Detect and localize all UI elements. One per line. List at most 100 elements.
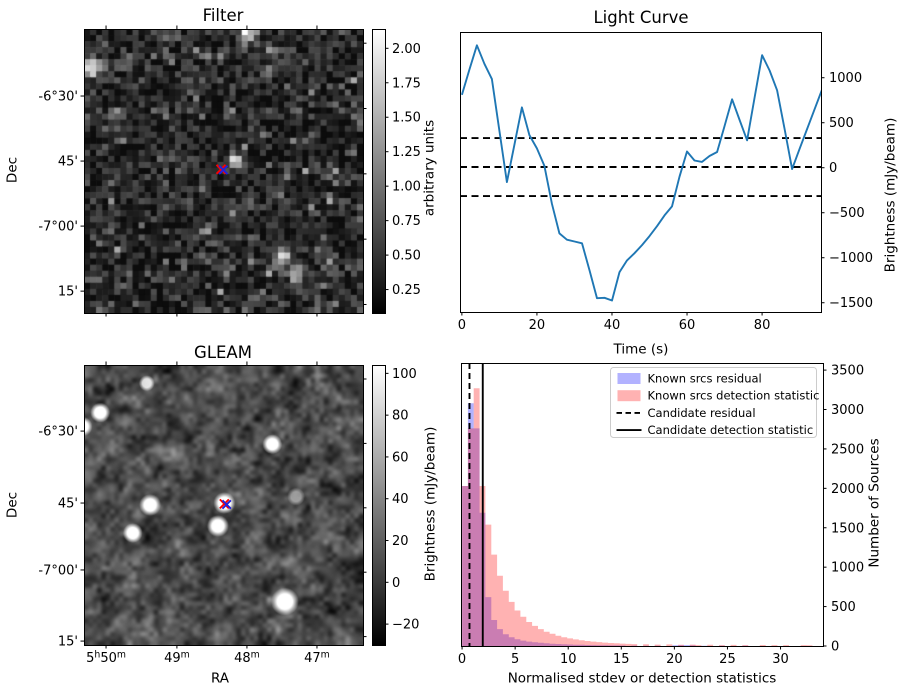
lightcurve-xtick-label: 20 xyxy=(529,318,546,333)
gleam-colorbar-tick-label: 100 xyxy=(392,367,417,382)
hist-ytick-label: 2500 xyxy=(831,442,864,457)
red-x-marker-icon xyxy=(219,498,230,510)
tspan-shape: h xyxy=(94,650,100,661)
filter-colorbar-tick-label: 1.75 xyxy=(392,76,421,91)
tspan-shape: 47 xyxy=(304,651,321,666)
filter-ytick-label: 15' xyxy=(58,285,78,300)
hist-xtick-label: 5 xyxy=(511,652,519,667)
legend-box xyxy=(610,367,817,438)
gleam-xtick-label: 47m xyxy=(304,650,330,667)
filter-colorbar-tick-label: 0.25 xyxy=(392,283,421,298)
filter-ytick-label: 45' xyxy=(58,155,78,170)
legend-patch-icon xyxy=(617,390,641,402)
filter-axes: -6°30' 45' -7°00' 15' xyxy=(38,25,367,317)
lightcurve-axes: 0 20 40 60 80 1000 500 0 −500 −1000 −1500 xyxy=(458,32,873,333)
tspan-shape: 48 xyxy=(234,651,251,666)
lightcurve-line xyxy=(460,44,821,302)
filter-colorbar-tick-label: 0.50 xyxy=(392,249,421,264)
hist-xtick-label: 0 xyxy=(458,652,466,667)
tspan-shape: m xyxy=(251,650,260,661)
hist-xtick-label: 25 xyxy=(719,652,736,667)
gleam-dec-label: Dec xyxy=(4,491,21,519)
hist-series-1 xyxy=(462,388,813,646)
hist-xtick-label: 10 xyxy=(560,652,577,667)
lightcurve-xtick-label: 80 xyxy=(754,318,771,333)
gleam-colorbar-frame xyxy=(372,365,386,646)
lightcurve-ylabel: Brightness (mJy/beam) xyxy=(882,117,899,273)
blue-x-marker-icon xyxy=(218,165,229,175)
lightcurve-ytick-label: −500 xyxy=(829,206,865,221)
lightcurve-series xyxy=(460,44,821,302)
filter-colorbar-tick-label: 1.25 xyxy=(392,145,421,160)
filter-colorbar-tick-label: 1.50 xyxy=(392,111,421,126)
hist-xtick-label: 15 xyxy=(613,652,630,667)
filter-colorbar-label: arbitrary units xyxy=(421,119,438,217)
gleam-ytick-label: 15' xyxy=(58,635,78,650)
legend-label: Candidate residual xyxy=(648,406,756,420)
gleam-colorbar-tick-label: 80 xyxy=(392,409,409,424)
lightcurve-xlabel: Time (s) xyxy=(613,341,669,358)
lightcurve-xtick-label: 0 xyxy=(458,318,466,333)
gleam-colorbar-tick-label: 0 xyxy=(392,576,400,591)
tspan-shape: m xyxy=(181,650,190,661)
filter-candidate-marker xyxy=(215,164,229,175)
lightcurve-frame xyxy=(460,32,822,313)
legend-patch-icon xyxy=(617,373,641,384)
legend-label: Known srcs residual xyxy=(648,372,762,386)
filter-colorbar-tick-label: 0.75 xyxy=(392,214,421,229)
tspan-shape: 5 xyxy=(86,651,94,666)
red-x-marker-icon xyxy=(215,164,227,175)
gleam-ytick-label: 45' xyxy=(58,497,78,512)
lightcurve-ytick-label: −1500 xyxy=(829,296,873,311)
gleam-colorbar-gradient xyxy=(372,365,385,645)
hist-xtick-label: 30 xyxy=(772,652,789,667)
lightcurve-ytick-label: 500 xyxy=(829,116,854,131)
lightcurve-xtick-label: 40 xyxy=(604,318,621,333)
hist-frame xyxy=(461,363,824,647)
gleam-colorbar: 100 80 60 40 20 0 −20 xyxy=(372,365,419,646)
filter-frame xyxy=(84,29,364,314)
gleam-ytick-label: -7°00' xyxy=(38,563,78,578)
lightcurve-ytick-label: 0 xyxy=(829,161,837,176)
gleam-xtick-label: 48m xyxy=(234,650,260,667)
gleam-colorbar-tick-label: 60 xyxy=(392,450,409,465)
filter-colorbar-tick-label: 2.00 xyxy=(392,42,421,57)
filter-ytick-label: -6°30' xyxy=(38,90,78,105)
legend-label: Known srcs detection statistic xyxy=(648,389,820,403)
hist-axes: 0 5 10 15 20 25 30 0 500 1000 1500 2000 2500 3000 3500… xyxy=(458,363,864,667)
gleam-xtick-label: 49m xyxy=(164,650,190,667)
blue-x-marker-icon xyxy=(221,499,232,510)
filter-colorbar-frame xyxy=(372,29,386,314)
hist-xtick-label: 20 xyxy=(666,652,683,667)
lightcurve-ytick-label: −1000 xyxy=(829,251,873,266)
gleam-xtick-label: 5h50m xyxy=(86,650,126,667)
gleam-ra-label: RA xyxy=(210,670,230,687)
hist-ytick-label: 1500 xyxy=(831,521,864,536)
hist-series-0 xyxy=(462,403,813,646)
hist-ytick-label: 1000 xyxy=(831,561,864,576)
gleam-ytick-label: -6°30' xyxy=(38,425,78,440)
filter-ytick-label: -7°00' xyxy=(38,220,78,235)
hist-ytick-label: 0 xyxy=(831,640,839,655)
tspan-shape: 50 xyxy=(100,651,117,666)
gleam-colorbar-tick-label: 20 xyxy=(392,534,409,549)
filter-colorbar-gradient xyxy=(372,29,385,313)
filter-title: Filter xyxy=(202,5,244,25)
legend-label: Candidate detection statistic xyxy=(648,423,814,437)
gleam-frame xyxy=(84,365,364,646)
filter-colorbar: 2.00 1.75 1.50 1.25 1.00 0.75 0.50 0.25 xyxy=(372,29,421,314)
hist-ytick-label: 2000 xyxy=(831,482,864,497)
filter-colorbar-tick-label: 1.00 xyxy=(392,180,421,195)
gleam-axes: 5h50m 49m 48m 47m-6°30'45'-7°00'15' xyxy=(38,361,367,667)
gleam-colorbar-tick-label: 40 xyxy=(392,492,409,507)
hist-ytick-label: 3000 xyxy=(831,403,864,418)
tspan-shape: m xyxy=(117,650,126,661)
gleam-colorbar-label: Brightness (mJy/beam) xyxy=(422,426,439,582)
tspan-shape: m xyxy=(321,650,330,661)
filter-dec-label: Dec xyxy=(4,156,21,184)
lightcurve-xtick-label: 60 xyxy=(679,318,696,333)
hist-ytick-label: 500 xyxy=(831,600,856,615)
hist-legend: Known srcs residual Known srcs detection … xyxy=(610,367,820,438)
